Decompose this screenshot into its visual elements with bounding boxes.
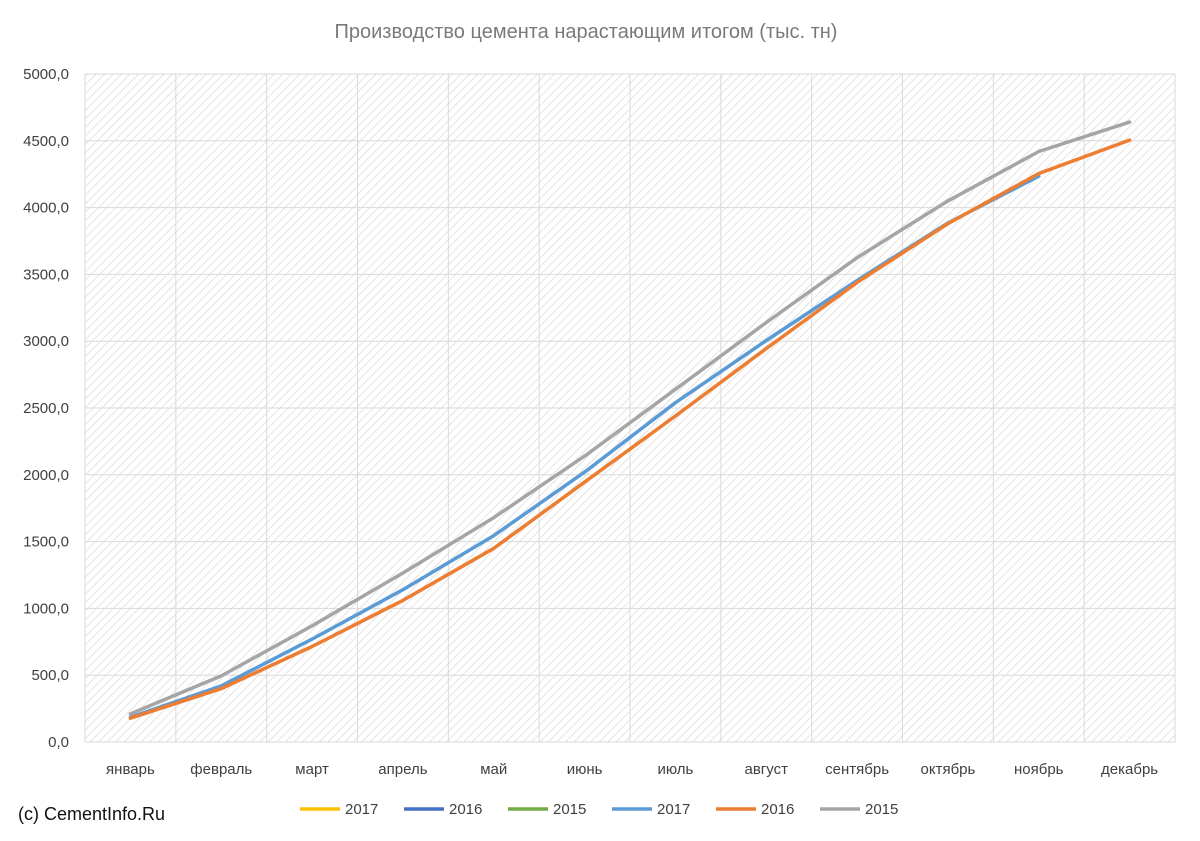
y-tick-label: 3500,0 xyxy=(23,266,69,283)
y-tick-label: 2000,0 xyxy=(23,467,69,484)
y-tick-label: 4500,0 xyxy=(23,133,69,150)
y-tick-label: 1000,0 xyxy=(23,600,69,617)
legend-label: 2015 xyxy=(865,801,898,818)
y-tick-label: 1500,0 xyxy=(23,534,69,551)
x-tick-label: сентябрь xyxy=(825,761,889,778)
legend-item: 2016 xyxy=(716,801,794,818)
y-tick-label: 3000,0 xyxy=(23,333,69,350)
x-tick-label: март xyxy=(295,761,329,778)
x-tick-label: июль xyxy=(657,761,693,778)
legend-label: 2017 xyxy=(345,801,378,818)
series-line-2016-4 xyxy=(128,138,1132,720)
x-tick-label: апрель xyxy=(378,761,427,778)
credit-text: (c) CementInfo.Ru xyxy=(18,804,166,824)
x-tick-label: июнь xyxy=(567,761,603,778)
x-tick-label: май xyxy=(480,761,507,778)
legend-label: 2017 xyxy=(657,801,690,818)
legend: 2017 2016 2015 2017 2016 2015 xyxy=(300,801,898,818)
legend-item: 2017 xyxy=(612,801,690,818)
legend-item: 2015 xyxy=(820,801,898,818)
gridlines xyxy=(84,73,1176,743)
y-tick-label: 2500,0 xyxy=(23,400,69,417)
legend-label: 2015 xyxy=(553,801,586,818)
x-axis-ticks: январь февраль март апрель май июнь июль август… xyxy=(106,761,1158,778)
y-tick-label: 0,0 xyxy=(48,734,69,751)
x-tick-label: август xyxy=(745,761,789,778)
legend-item: 2015 xyxy=(508,801,586,818)
legend-item: 2017 xyxy=(300,801,378,818)
legend-label: 2016 xyxy=(761,801,794,818)
chart-title: Производство цемента нарастающим итогом … xyxy=(335,21,838,43)
y-axis-ticks: 0,0 500,0 1000,0 1500,0 2000,0 2500,0 3000,0 35… xyxy=(23,66,69,751)
series-line-2015-5 xyxy=(128,120,1132,716)
legend-label: 2016 xyxy=(449,801,482,818)
y-tick-label: 500,0 xyxy=(31,667,69,684)
x-tick-label: февраль xyxy=(190,761,252,778)
y-tick-label: 5000,0 xyxy=(23,66,69,83)
x-tick-label: октябрь xyxy=(921,761,976,778)
x-tick-label: январь xyxy=(106,761,155,778)
legend-item: 2016 xyxy=(404,801,482,818)
x-tick-label: декабрь xyxy=(1101,761,1158,778)
y-tick-label: 4000,0 xyxy=(23,200,69,217)
series-lines xyxy=(128,120,1132,720)
x-tick-label: ноябрь xyxy=(1014,761,1064,778)
